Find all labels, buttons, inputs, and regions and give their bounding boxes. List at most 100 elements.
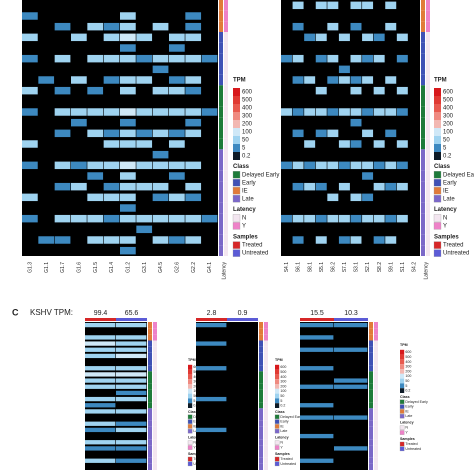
legend-entry: IE xyxy=(242,188,248,194)
heatmap-cell xyxy=(201,1,218,10)
legend-swatch xyxy=(274,461,280,467)
legend-swatch xyxy=(187,419,193,424)
heatmap-cell xyxy=(408,225,420,234)
heatmap-cell xyxy=(292,246,304,255)
heatmap-cell xyxy=(334,446,368,451)
heatmap-cell xyxy=(22,246,38,255)
heatmap-cell xyxy=(85,452,116,457)
sidebar-label: Latency xyxy=(423,262,429,280)
class-bar xyxy=(219,128,223,139)
heatmap-cell xyxy=(373,108,385,116)
heatmap-cell xyxy=(185,118,202,127)
heatmap-cell xyxy=(300,421,334,426)
heatmap-cell xyxy=(373,140,385,148)
latency-bar xyxy=(264,463,268,470)
legend-swatch xyxy=(399,446,405,452)
heatmap-cell xyxy=(85,403,116,408)
heatmap-cell xyxy=(71,54,87,63)
heatmap-cell xyxy=(327,225,339,234)
kshv-tpm: 65.6 xyxy=(125,310,139,317)
heatmap-cell xyxy=(385,1,397,10)
class-bar xyxy=(148,439,152,446)
heatmap-cell xyxy=(227,359,258,365)
heatmap-cell xyxy=(327,22,339,31)
latency-bar xyxy=(264,433,268,440)
legend-swatch xyxy=(399,404,405,409)
legend-title: TPM xyxy=(233,78,246,84)
heatmap-cell xyxy=(385,86,397,95)
latency-bar xyxy=(374,439,378,446)
heatmap-cell xyxy=(85,378,116,383)
heatmap-cell xyxy=(350,161,362,170)
legend-entry: Delayed Early xyxy=(242,172,279,178)
heatmap-cell xyxy=(300,403,334,408)
legend-title: TPM xyxy=(400,343,408,347)
heatmap-cell xyxy=(350,65,362,74)
class-bar xyxy=(259,463,263,470)
heatmap-cell xyxy=(350,204,362,212)
heatmap-cell xyxy=(350,150,362,159)
latency-bar xyxy=(224,149,228,160)
class-bar xyxy=(219,170,223,182)
heatmap-cell xyxy=(201,108,218,116)
heatmap-cell xyxy=(362,204,374,212)
heatmap-cell xyxy=(54,12,71,20)
legend-swatch xyxy=(400,388,405,393)
latency-bar xyxy=(374,402,378,409)
legend-title: Latency xyxy=(400,421,414,425)
class-bar xyxy=(369,420,373,427)
heatmap-cell xyxy=(227,341,258,346)
heatmap-cell xyxy=(136,86,153,95)
heatmap-cell xyxy=(292,97,304,106)
heatmap-cell xyxy=(385,108,397,116)
heatmap-cell xyxy=(350,246,362,255)
heatmap-cell xyxy=(85,458,116,463)
heatmap-cell xyxy=(136,140,153,148)
latency-bar xyxy=(426,213,430,224)
legend-swatch xyxy=(274,419,280,424)
latency-bar xyxy=(374,457,378,464)
heatmap-cell xyxy=(54,129,71,138)
class-bar xyxy=(219,64,223,75)
heatmap-cell xyxy=(396,129,408,138)
heatmap-cell xyxy=(103,204,120,212)
heatmap-cell xyxy=(116,464,147,470)
heatmap-cell xyxy=(227,464,258,470)
heatmap-cell xyxy=(362,1,374,10)
class-bar xyxy=(148,457,152,464)
heatmap-cell xyxy=(185,65,202,74)
heatmap-cell xyxy=(152,129,169,138)
class-bar xyxy=(219,32,223,43)
heatmap-cell xyxy=(103,193,120,202)
heatmap-cell xyxy=(338,140,350,148)
latency-bar xyxy=(264,396,268,403)
legend-tick: 300 xyxy=(443,114,454,120)
heatmap-cell xyxy=(396,65,408,74)
legend-title: Class xyxy=(400,395,410,399)
latency-bar xyxy=(426,96,430,107)
heatmap-cell xyxy=(136,76,153,84)
class-bar xyxy=(148,451,152,458)
heatmap-cell xyxy=(38,193,55,202)
heatmap-cell xyxy=(334,335,368,340)
heatmap-cell xyxy=(396,193,408,202)
heatmap-cell xyxy=(300,390,334,396)
heatmap-cell xyxy=(350,86,362,95)
legend-swatch xyxy=(187,428,193,434)
column-label: G1.3 xyxy=(27,262,33,273)
column-label: S6.2 xyxy=(330,262,336,273)
heatmap-cell xyxy=(120,129,136,138)
legend-entry: Treated xyxy=(405,442,417,446)
heatmap-cell xyxy=(304,214,316,223)
heatmap-cell xyxy=(227,452,258,457)
heatmap-cell xyxy=(304,54,316,63)
heatmap-cell xyxy=(152,214,169,223)
class-bar xyxy=(369,340,373,347)
heatmap-cell xyxy=(408,182,420,191)
heatmap-cell xyxy=(152,54,169,63)
legend-swatch xyxy=(275,364,280,370)
latency-bar xyxy=(426,245,430,256)
heatmap-cell xyxy=(350,118,362,127)
heatmap-cell xyxy=(152,22,169,31)
heatmap-cell xyxy=(327,86,339,95)
